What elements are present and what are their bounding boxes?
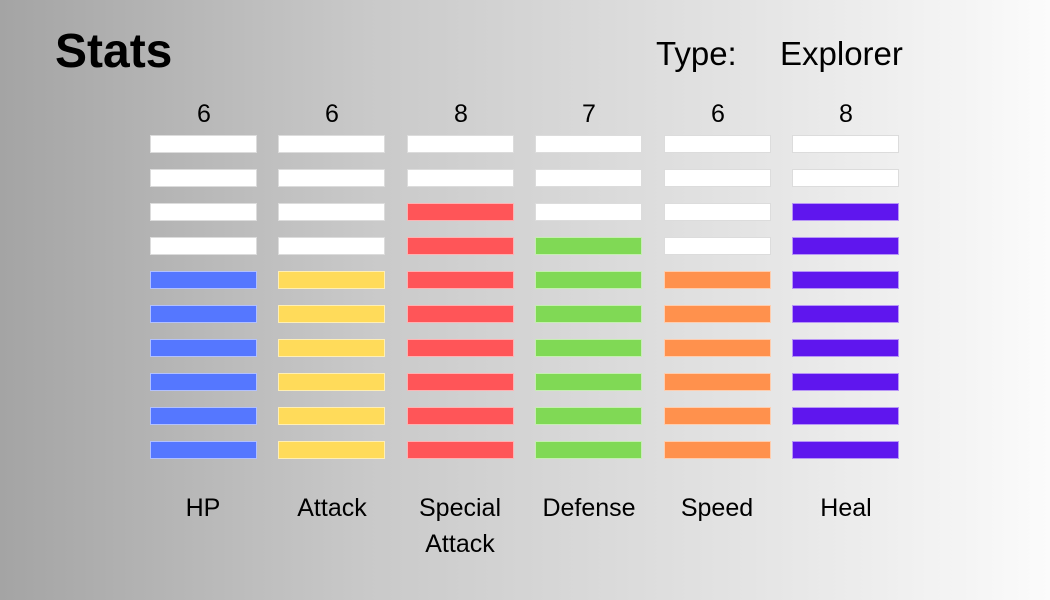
stat-bar-segment-filled <box>535 237 642 255</box>
stat-bar-segment-filled <box>407 373 514 391</box>
stat-bar-segment-filled <box>407 203 514 221</box>
stat-bar-segment-empty <box>150 135 257 153</box>
stat-value-defense: 7 <box>582 100 596 128</box>
stat-bar-segment-filled <box>278 407 385 425</box>
stat-bar-segment-empty <box>278 135 385 153</box>
stat-bar-segment-empty <box>407 169 514 187</box>
stat-bar-segment-filled <box>407 339 514 357</box>
stat-bar-segment-empty <box>664 203 771 221</box>
stat-bars-hp <box>149 135 259 459</box>
stat-bar-segment-filled <box>150 407 257 425</box>
stat-value-hp: 6 <box>197 100 211 128</box>
stat-bar-segment-filled <box>792 373 899 391</box>
stat-bar-segment-empty <box>664 237 771 255</box>
stat-bar-segment-empty <box>664 169 771 187</box>
stat-bar-segment-filled <box>664 305 771 323</box>
stat-bar-segment-empty <box>664 135 771 153</box>
stat-bar-segment-filled <box>535 441 642 459</box>
stat-bar-segment-filled <box>278 305 385 323</box>
stat-column-heal: 8 <box>791 100 901 475</box>
stat-bar-segment-empty <box>150 203 257 221</box>
stat-bar-segment-empty <box>535 135 642 153</box>
stat-bar-segment-filled <box>535 373 642 391</box>
stat-bar-segment-filled <box>664 373 771 391</box>
stat-bar-segment-filled <box>278 373 385 391</box>
stat-bar-segment-empty <box>278 237 385 255</box>
stat-bar-segment-filled <box>407 271 514 289</box>
stat-bar-segment-filled <box>150 373 257 391</box>
stat-bars-special-attack <box>406 135 516 459</box>
stat-bar-segment-filled <box>407 305 514 323</box>
stat-bar-segment-empty <box>792 135 899 153</box>
stat-bar-segment-filled <box>792 203 899 221</box>
stat-bars-speed <box>663 135 773 459</box>
stat-bar-segment-filled <box>664 339 771 357</box>
stat-bar-segment-empty <box>278 203 385 221</box>
stat-label-special-attack: Special Attack <box>419 494 501 558</box>
stat-column-special-attack: 8 <box>406 100 516 475</box>
stat-label-speed: Speed <box>680 494 754 522</box>
stat-bar-segment-filled <box>792 441 899 459</box>
stat-bar-segment-filled <box>664 271 771 289</box>
stat-bar-segment-filled <box>664 407 771 425</box>
stat-label-defense: Defense <box>542 494 636 522</box>
type-value: Explorer <box>780 35 903 72</box>
type-label: Type: <box>656 35 737 72</box>
stat-label-attack: Attack <box>297 494 367 522</box>
stat-bar-segment-filled <box>407 407 514 425</box>
stat-bar-segment-filled <box>792 407 899 425</box>
stat-bar-segment-filled <box>150 339 257 357</box>
stat-bar-segment-empty <box>150 237 257 255</box>
stat-value-special-attack: 8 <box>454 100 468 128</box>
stat-value-speed: 6 <box>711 100 725 128</box>
stat-bar-segment-empty <box>407 135 514 153</box>
stat-bar-segment-filled <box>278 441 385 459</box>
stat-bar-segment-filled <box>278 271 385 289</box>
stat-bars-heal <box>791 135 901 459</box>
stat-bar-segment-empty <box>278 169 385 187</box>
stat-value-heal: 8 <box>839 100 853 128</box>
stat-label-heal: Heal <box>820 494 872 522</box>
stat-bars-defense <box>534 135 644 459</box>
stat-bar-segment-filled <box>535 407 642 425</box>
stat-bar-segment-filled <box>407 441 514 459</box>
stat-bar-segment-filled <box>535 339 642 357</box>
stat-bars-attack <box>277 135 387 459</box>
stat-bar-segment-filled <box>792 237 899 255</box>
stat-bar-segment-filled <box>792 305 899 323</box>
stat-bar-segment-filled <box>664 441 771 459</box>
stat-bar-segment-empty <box>150 169 257 187</box>
stat-bar-segment-empty <box>535 169 642 187</box>
stat-column-speed: 6 <box>663 100 773 475</box>
stat-bar-segment-filled <box>535 271 642 289</box>
stat-bar-segment-filled <box>150 441 257 459</box>
stats-title: Stats <box>55 25 173 78</box>
stat-bar-segment-filled <box>150 271 257 289</box>
stat-bar-segment-filled <box>407 237 514 255</box>
stat-bar-segment-empty <box>792 169 899 187</box>
stat-bar-segment-empty <box>535 203 642 221</box>
stat-bar-segment-filled <box>792 271 899 289</box>
stat-bar-segment-filled <box>150 305 257 323</box>
stat-bar-segment-filled <box>792 339 899 357</box>
stat-value-attack: 6 <box>325 100 339 128</box>
stat-column-hp: 6 <box>149 100 259 475</box>
stat-label-hp: HP <box>185 494 221 522</box>
stat-bar-segment-filled <box>278 339 385 357</box>
stat-column-defense: 7 <box>534 100 644 475</box>
stat-column-attack: 6 <box>277 100 387 475</box>
stat-bar-segment-filled <box>535 305 642 323</box>
